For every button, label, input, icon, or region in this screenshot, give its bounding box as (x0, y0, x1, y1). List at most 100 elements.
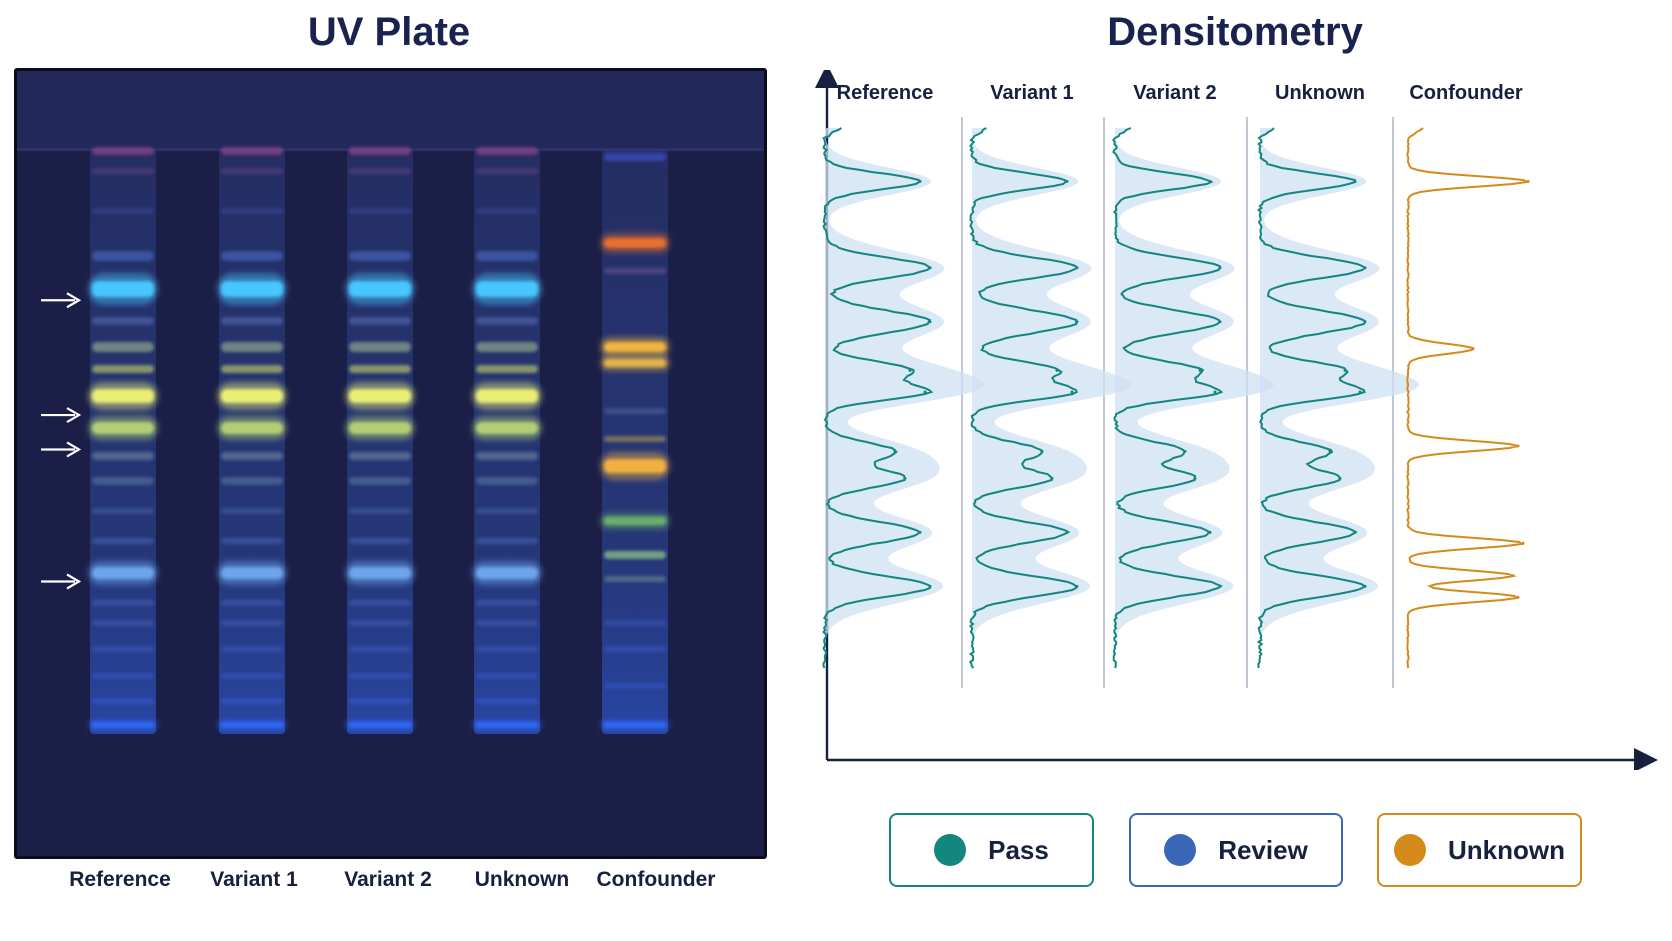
density-panel: Unknown (1256, 82, 1419, 669)
plate-band (476, 365, 538, 373)
plate-band (476, 342, 538, 352)
uv-plate-title: UV Plate (307, 10, 471, 54)
density-peak-point (1363, 320, 1367, 324)
plate-band (604, 683, 666, 689)
legend-item-pass: Pass (889, 813, 1094, 887)
density-trace (1111, 127, 1224, 669)
plate-lane (472, 147, 542, 734)
band-marker-arrow-icon (41, 407, 82, 423)
panel-title: Variant 2 (1133, 82, 1216, 104)
plate-band (604, 436, 666, 442)
plate-band (604, 153, 666, 161)
density-peak-point (1363, 584, 1367, 588)
density-peak-point (1363, 266, 1367, 270)
density-peak-point (923, 390, 927, 394)
plate-band (221, 567, 283, 579)
density-peak-point (1193, 476, 1197, 480)
plate-band (604, 576, 666, 582)
plate-band (349, 567, 411, 579)
plate-band (221, 620, 283, 626)
plate-band (349, 281, 411, 297)
plate-band (349, 168, 411, 174)
plate-band (476, 452, 538, 460)
plate-band (92, 365, 154, 373)
plate-band (349, 317, 411, 325)
plate-band (604, 238, 666, 248)
plate-band (604, 722, 666, 728)
density-peak-point (1521, 541, 1525, 545)
plate-band (476, 317, 538, 325)
plate-lane (345, 147, 415, 734)
plate-lane-label: Confounder (596, 868, 716, 891)
density-peak-point (1526, 179, 1530, 183)
plate-band (92, 538, 154, 544)
plate-band (476, 600, 538, 606)
density-peak-point (1075, 320, 1079, 324)
plate-band (604, 408, 666, 414)
plate-band (349, 477, 411, 485)
plate-band (92, 722, 154, 728)
plate-band (221, 317, 283, 325)
plate-band (92, 567, 154, 579)
plate-band (92, 698, 154, 704)
density-peak-point (1471, 347, 1475, 351)
plate-band (604, 459, 666, 473)
plate-band (349, 389, 411, 403)
plate-band (221, 646, 283, 652)
plate-lane-label: Variant 1 (210, 868, 298, 891)
plate-band (221, 168, 283, 174)
plate-band (349, 147, 411, 155)
density-peak-point (1070, 390, 1074, 394)
density-peak-point (1208, 530, 1212, 534)
plate-band (476, 477, 538, 485)
plate-lane-label: Unknown (474, 868, 570, 891)
plate-band (476, 698, 538, 704)
density-peak-point (1516, 595, 1520, 599)
plate-band (349, 342, 411, 352)
plate-band (476, 646, 538, 652)
plate-band (221, 147, 283, 155)
plate-lane (88, 147, 158, 734)
plate-band (221, 600, 283, 606)
plate-band (476, 168, 538, 174)
plate-band (349, 673, 411, 679)
density-peak-point (1218, 266, 1222, 270)
plate-band (92, 168, 154, 174)
plate-band (349, 208, 411, 214)
plate-band (92, 477, 154, 485)
plate-band (221, 508, 283, 514)
plate-band (92, 600, 154, 606)
density-peak-point (1516, 444, 1520, 448)
plate-band (349, 722, 411, 728)
plate-band (92, 281, 154, 297)
plate-band (349, 365, 411, 373)
plate-band (604, 342, 666, 352)
density-peak-point (918, 530, 922, 534)
density-trace (1406, 127, 1531, 669)
density-peak-point (903, 476, 907, 480)
band-marker-arrow-icon (41, 292, 82, 309)
density-peak-point (918, 179, 922, 183)
plate-band (92, 147, 154, 155)
density-peak-point (1353, 530, 1357, 534)
plate-band (92, 620, 154, 626)
density-trace (822, 127, 934, 669)
plate-band (604, 517, 666, 525)
panel-title: Unknown (1275, 82, 1365, 104)
plate-band (221, 365, 283, 373)
density-peak-point (1343, 368, 1347, 372)
plate-band (92, 646, 154, 652)
plate-band (349, 600, 411, 606)
panel-title: Confounder (1409, 82, 1523, 104)
density-peak-point (928, 584, 932, 588)
density-peak-point (908, 368, 912, 372)
density-trace (1256, 127, 1367, 669)
plate-band (221, 673, 283, 679)
plate-band (349, 620, 411, 626)
panel-title: Reference (837, 82, 934, 104)
uv-plate-image (14, 68, 767, 859)
legend-label: Pass (988, 834, 1049, 865)
y-axis-label: AU (810, 470, 813, 502)
plate-band (221, 251, 283, 261)
